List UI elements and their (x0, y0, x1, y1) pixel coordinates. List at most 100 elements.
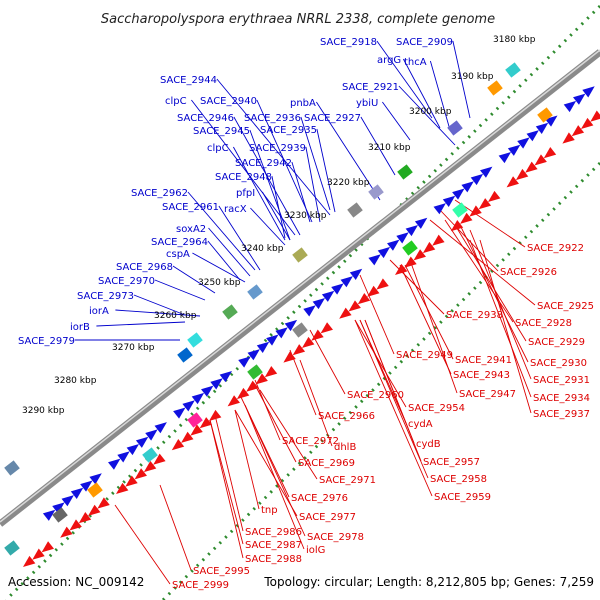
forward-leader-line (216, 78, 331, 216)
forward-gene-arrow (80, 480, 93, 492)
reverse-gene-label: SACE_2995 (193, 566, 250, 577)
forward-leader-line (115, 309, 201, 317)
gene-feature-block (347, 202, 363, 218)
forward-gene-label: SACE_2921 (342, 82, 399, 93)
forward-gene-arrow (321, 290, 335, 302)
forward-gene-label: cspA (166, 249, 190, 260)
reverse-gene-arrow (450, 220, 464, 232)
kbp-tick-label: 3220 kbp (327, 178, 370, 188)
forward-gene-label: ybiU (356, 98, 378, 109)
reverse-leader-line (234, 409, 298, 517)
reverse-gene-label: SACE_2959 (434, 492, 491, 503)
forward-gene-arrow (108, 458, 121, 470)
forward-gene-arrow (349, 268, 363, 280)
gene-feature-block (187, 332, 203, 348)
gene-feature-block (537, 107, 553, 123)
reverse-gene-arrow (181, 431, 194, 443)
forward-gene-arrow (303, 305, 316, 317)
forward-gene-arrow (154, 422, 167, 434)
forward-gene-label: thcA (404, 57, 427, 68)
gene-feature-block (247, 364, 263, 380)
reverse-gene-arrow (311, 329, 324, 341)
forward-gene-label: SACE_2942 (235, 158, 292, 169)
reverse-gene-label: SACE_2928 (515, 318, 572, 329)
forward-gene-label: SACE_2939 (249, 143, 306, 154)
forward-gene-label: SACE_2970 (98, 276, 155, 287)
forward-gene-arrow (275, 327, 288, 339)
gene-feature-block (292, 247, 308, 263)
reverse-gene-label: SACE_2931 (533, 375, 590, 386)
reverse-gene-label: SACE_2957 (423, 457, 480, 468)
kbp-tick-label: 3180 kbp (493, 35, 536, 45)
forward-leader-line (192, 252, 246, 283)
reverse-gene-label: SACE_2987 (245, 540, 302, 551)
forward-gene-label: SACE_2968 (116, 262, 173, 273)
reverse-gene-label: SACE_2938 (446, 310, 503, 321)
reverse-leader-line (299, 359, 333, 447)
forward-gene-label: pnbA (290, 98, 316, 109)
kbp-tick-label: 3280 kbp (54, 376, 97, 386)
forward-gene-arrow (238, 356, 251, 368)
forward-gene-label: iorA (89, 306, 109, 317)
gene-feature-block (487, 80, 503, 96)
reverse-leader-line (309, 329, 346, 395)
forward-leader-line (429, 60, 451, 131)
reverse-gene-label: SACE_2966 (318, 411, 375, 422)
reverse-gene-label: iolG (306, 545, 325, 556)
reverse-gene-arrow (97, 497, 110, 509)
reverse-gene-arrow (69, 519, 82, 531)
reverse-leader-line (254, 384, 297, 463)
reverse-leader-line (254, 379, 281, 441)
reverse-gene-arrow (357, 293, 371, 305)
backbone-highlight (0, 49, 600, 523)
forward-leader-line (291, 161, 311, 223)
forward-gene-arrow (247, 349, 260, 361)
reverse-leader-line (364, 319, 422, 462)
reverse-gene-arrow (153, 453, 166, 465)
reverse-gene-arrow (88, 504, 101, 516)
forward-leader-line (187, 191, 256, 271)
reverse-leader-line (454, 224, 527, 342)
forward-gene-arrow (433, 203, 446, 215)
kbp-ticks: 3180 kbp 3190 kbp 3200 kbp 3210 kbp 3220 kbp… (22, 35, 536, 416)
gene-feature-block (142, 447, 158, 463)
gene-labels: SACE_2918 SACE_2909 argG thcA SACE_2944 SACE_… (18, 37, 594, 591)
reverse-gene-arrow (571, 125, 585, 137)
reverse-gene-label: SACE_2947 (459, 389, 516, 400)
genome-info-text: Topology: circular; Length: 8,212,805 bp… (263, 575, 594, 589)
forward-gene-label: SACE_2964 (151, 237, 208, 248)
reverse-leader-line (479, 239, 532, 414)
reverse-leader-line (444, 219, 514, 323)
forward-leader-line (133, 294, 186, 316)
forward-gene-label: SACE_2973 (77, 291, 134, 302)
forward-gene-label: SACE_2979 (18, 336, 75, 347)
reverse-gene-arrow (348, 300, 361, 312)
reverse-leader-line (259, 389, 318, 480)
reverse-leader-line (469, 239, 532, 398)
reverse-gene-arrow (190, 424, 203, 436)
reverse-gene-arrow (32, 548, 45, 560)
reverse-gene-label: SACE_2976 (291, 493, 348, 504)
reverse-gene-arrow (543, 147, 557, 159)
forward-gene-arrow (517, 137, 530, 149)
reverse-gene-label: SACE_2926 (500, 267, 557, 278)
kbp-tick-label: 3270 kbp (112, 343, 155, 353)
gene-feature-block (505, 62, 521, 78)
kbp-tick-label: 3200 kbp (409, 107, 452, 117)
reverse-gene-label: SACE_2941 (455, 355, 512, 366)
reverse-gene-label: tnp (261, 505, 278, 516)
forward-leader-line (382, 101, 411, 141)
reverse-gene-label: SACE_2999 (172, 580, 229, 591)
leader-lines (74, 40, 536, 585)
kbp-tick-label: 3250 kbp (198, 278, 241, 288)
reverse-gene-arrow (460, 212, 473, 224)
forward-gene-label: SACE_2918 (320, 37, 377, 48)
forward-gene-label: SACE_2909 (396, 37, 453, 48)
forward-gene-arrow (507, 144, 521, 156)
reverse-gene-arrow (506, 176, 519, 188)
forward-gene-arrow (368, 254, 381, 266)
reverse-gene-arrow (125, 475, 138, 487)
forward-gene-label: SACE_2940 (200, 96, 257, 107)
forward-gene-label: SACE_2962 (131, 188, 188, 199)
reverse-gene-label: SACE_2958 (430, 474, 487, 485)
